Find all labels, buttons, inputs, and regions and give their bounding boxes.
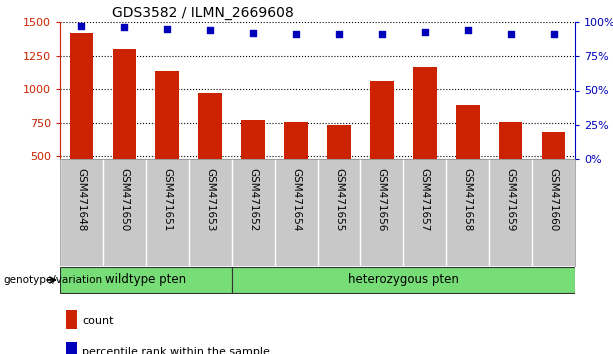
Point <box>506 32 516 37</box>
Text: GSM471653: GSM471653 <box>205 167 215 231</box>
Point <box>463 27 473 33</box>
Point <box>291 32 301 37</box>
Bar <box>199 92 222 159</box>
Point <box>77 23 86 29</box>
Text: GSM471658: GSM471658 <box>463 167 473 231</box>
Bar <box>70 33 93 159</box>
Text: GSM471657: GSM471657 <box>420 167 430 231</box>
Bar <box>156 71 179 159</box>
Text: count: count <box>82 315 113 326</box>
Point <box>120 25 129 30</box>
Text: heterozygous pten: heterozygous pten <box>348 274 459 286</box>
Bar <box>456 104 479 159</box>
Text: GDS3582 / ILMN_2669608: GDS3582 / ILMN_2669608 <box>112 6 293 19</box>
Text: GSM471659: GSM471659 <box>506 167 516 231</box>
Text: GSM471650: GSM471650 <box>120 167 129 231</box>
Bar <box>232 267 575 293</box>
Text: percentile rank within the sample: percentile rank within the sample <box>82 347 270 354</box>
Bar <box>542 132 565 159</box>
Point <box>420 29 430 34</box>
Text: GSM471652: GSM471652 <box>248 167 258 231</box>
Point <box>205 27 215 33</box>
Text: GSM471654: GSM471654 <box>291 167 301 231</box>
Bar <box>60 267 232 293</box>
Text: GSM471655: GSM471655 <box>334 167 344 231</box>
Bar <box>242 120 265 159</box>
Text: GSM471660: GSM471660 <box>549 167 558 231</box>
Text: genotype/variation: genotype/variation <box>3 275 102 285</box>
Point <box>334 32 344 37</box>
Text: GSM471648: GSM471648 <box>77 167 86 231</box>
Bar <box>284 122 308 159</box>
Point <box>549 32 558 37</box>
Text: GSM471656: GSM471656 <box>377 167 387 231</box>
Point <box>162 26 172 32</box>
Bar <box>499 122 522 159</box>
Bar <box>370 81 394 159</box>
Bar <box>413 67 436 159</box>
Text: wildtype pten: wildtype pten <box>105 274 186 286</box>
Point <box>248 30 258 36</box>
Bar <box>327 125 351 159</box>
Bar <box>113 49 136 159</box>
Text: GSM471651: GSM471651 <box>162 167 172 231</box>
Point <box>377 32 387 37</box>
